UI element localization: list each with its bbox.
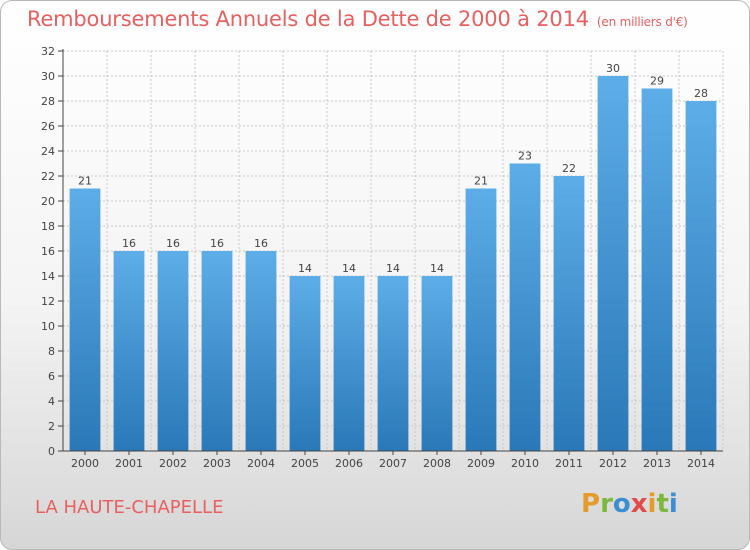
y-tick-label: 16 [41, 245, 55, 258]
bar-2001 [113, 251, 145, 451]
x-tick-label-2007: 2007 [379, 457, 407, 470]
y-tick-label: 24 [41, 145, 55, 158]
bar-2002 [157, 251, 189, 451]
y-tick-label: 30 [41, 70, 55, 83]
data-label-2005: 14 [298, 262, 312, 275]
x-tick-label-2012: 2012 [599, 457, 627, 470]
bar-2014 [685, 101, 717, 451]
x-tick-label-2013: 2013 [643, 457, 671, 470]
y-tick-label: 10 [41, 320, 55, 333]
y-tick-label: 4 [48, 395, 55, 408]
chart-title: Remboursements Annuels de la Dette de 20… [27, 7, 688, 31]
y-tick-label: 8 [48, 345, 55, 358]
bar-2004 [245, 251, 277, 451]
chart-subtitle: (en milliers d'€) [596, 15, 688, 29]
x-tick-label-2003: 2003 [203, 457, 231, 470]
x-tick-label-2000: 2000 [71, 457, 99, 470]
x-tick-label-2010: 2010 [511, 457, 539, 470]
bar-2013 [641, 88, 673, 451]
y-tick-label: 32 [41, 45, 55, 58]
data-label-2014: 28 [694, 87, 708, 100]
y-tick-label: 6 [48, 370, 55, 383]
x-tick-label-2005: 2005 [291, 457, 319, 470]
y-tick-label: 0 [48, 445, 55, 458]
x-tick-label-2008: 2008 [423, 457, 451, 470]
data-label-2000: 21 [78, 175, 92, 188]
bar-2000 [69, 188, 101, 451]
place-name: LA HAUTE-CHAPELLE [35, 497, 224, 518]
data-label-2006: 14 [342, 262, 356, 275]
y-tick-label: 22 [41, 170, 55, 183]
data-label-2013: 29 [650, 75, 664, 88]
x-tick-label-2002: 2002 [159, 457, 187, 470]
bar-2006 [333, 276, 365, 451]
data-label-2008: 14 [430, 262, 444, 275]
y-tick-label: 2 [48, 420, 55, 433]
chart-title-text: Remboursements Annuels de la Dette de 20… [27, 7, 589, 31]
bar-2012 [597, 76, 629, 451]
data-label-2010: 23 [518, 150, 532, 163]
y-tick-label: 14 [41, 270, 55, 283]
y-tick-label: 20 [41, 195, 55, 208]
x-tick-label-2009: 2009 [467, 457, 495, 470]
x-tick-label-2006: 2006 [335, 457, 363, 470]
x-tick-label-2001: 2001 [115, 457, 143, 470]
x-tick-label-2004: 2004 [247, 457, 275, 470]
x-tick-label-2011: 2011 [555, 457, 583, 470]
data-label-2002: 16 [166, 237, 180, 250]
bar-2008 [421, 276, 453, 451]
x-tick-label-2014: 2014 [687, 457, 715, 470]
y-tick-label: 12 [41, 295, 55, 308]
proxiti-logo: Proxiti [581, 489, 678, 519]
y-tick-label: 18 [41, 220, 55, 233]
data-label-2004: 16 [254, 237, 268, 250]
y-tick-label: 28 [41, 95, 55, 108]
data-label-2012: 30 [606, 62, 620, 75]
bar-2003 [201, 251, 233, 451]
data-label-2009: 21 [474, 175, 488, 188]
data-label-2011: 22 [562, 162, 576, 175]
data-label-2001: 16 [122, 237, 136, 250]
bar-2007 [377, 276, 409, 451]
bar-2010 [509, 163, 541, 451]
bar-2005 [289, 276, 321, 451]
data-label-2007: 14 [386, 262, 400, 275]
y-tick-label: 26 [41, 120, 55, 133]
bar-2011 [553, 176, 585, 451]
data-label-2003: 16 [210, 237, 224, 250]
bar-2009 [465, 188, 497, 451]
